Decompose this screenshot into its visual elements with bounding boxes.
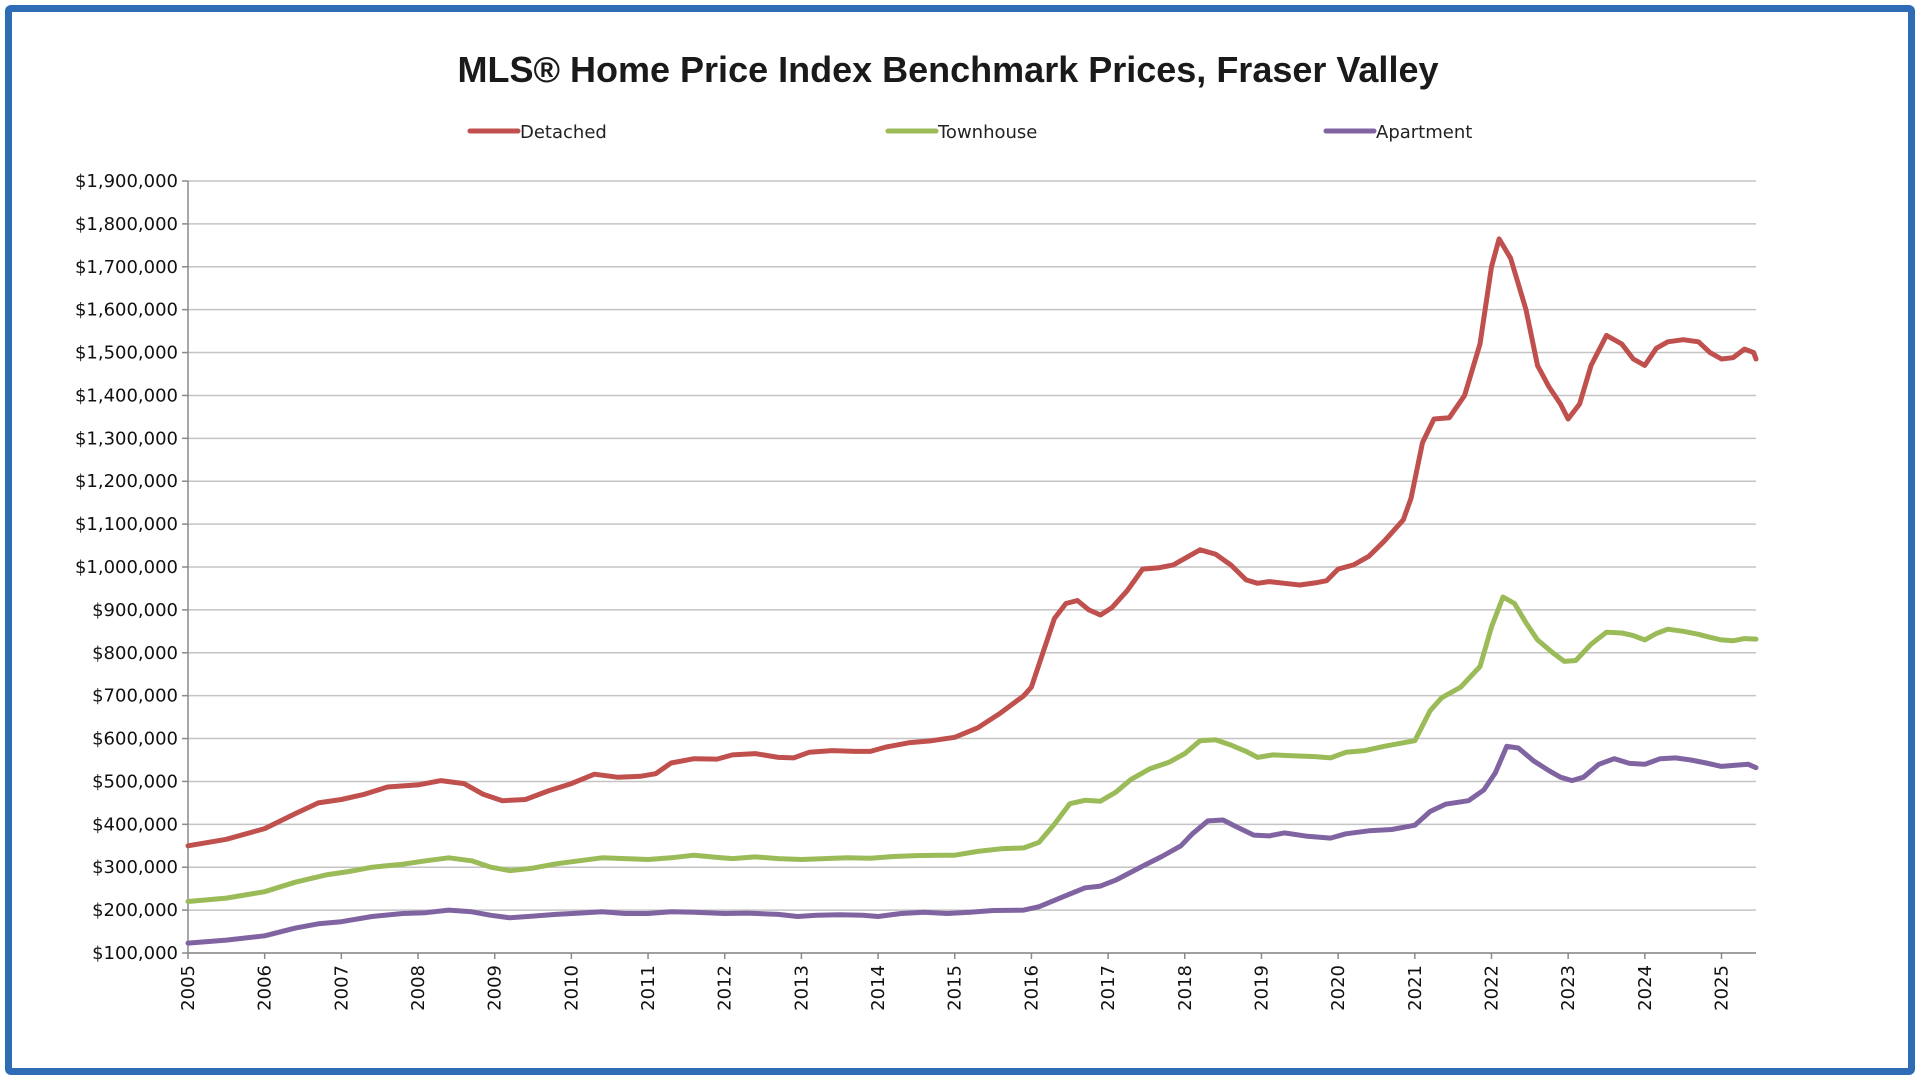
x-tick-label: 2006 [255, 965, 276, 1011]
x-tick-label: 2025 [1711, 965, 1732, 1011]
x-tick-label: 2019 [1251, 965, 1272, 1011]
y-tick-label: $900,000 [92, 600, 178, 621]
series-lines [185, 236, 1759, 946]
x-tick-label: 2020 [1328, 965, 1349, 1011]
x-tick-label: 2012 [715, 965, 736, 1011]
y-tick-label: $1,300,000 [75, 428, 178, 449]
x-tick-label: 2014 [868, 965, 889, 1011]
y-tick-label: $600,000 [92, 729, 178, 750]
y-tick-label: $1,200,000 [75, 471, 178, 492]
x-tick-label: 2016 [1021, 965, 1042, 1011]
y-tick-label: $400,000 [92, 814, 178, 835]
x-tick-label: 2021 [1405, 965, 1426, 1011]
x-tick-label: 2010 [561, 965, 582, 1011]
x-tick-label: 2023 [1558, 965, 1579, 1011]
legend-label: Detached [520, 122, 607, 143]
x-tick-label: 2018 [1175, 965, 1196, 1011]
x-tick-label: 2011 [638, 965, 659, 1011]
y-tick-label: $200,000 [92, 900, 178, 921]
x-tick-label: 2005 [178, 965, 199, 1011]
y-tick-label: $1,600,000 [75, 300, 178, 321]
series-line-townhouse [185, 594, 1759, 904]
y-tick-label: $1,500,000 [75, 343, 178, 364]
y-tick-label: $1,400,000 [75, 385, 178, 406]
x-tick-label: 2009 [485, 965, 506, 1011]
x-axis-ticks: 2005 2006 2007 2008 2009 2010 2011 2012 2013 2014… [178, 953, 1732, 1011]
y-tick-label: $1,900,000 [75, 171, 178, 192]
x-tick-label: 2008 [408, 965, 429, 1011]
x-tick-label: 2022 [1481, 965, 1502, 1011]
legend-label: Apartment [1376, 122, 1472, 143]
grid-lines [187, 180, 1756, 954]
y-tick-label: $700,000 [92, 686, 178, 707]
chart-frame [5, 5, 1915, 1075]
y-tick-label: $1,100,000 [75, 514, 178, 535]
y-axis-ticks: $100,000 $200,000 $300,000 $400,000 $500,000… [75, 171, 188, 964]
y-tick-label: $1,800,000 [75, 214, 178, 235]
x-tick-label: 2013 [791, 965, 812, 1011]
y-tick-label: $800,000 [92, 643, 178, 664]
x-tick-label: 2017 [1098, 965, 1119, 1011]
y-tick-label: $1,700,000 [75, 257, 178, 278]
chart-title: MLS® Home Price Index Benchmark Prices, … [458, 49, 1439, 90]
x-tick-label: 2007 [331, 965, 352, 1011]
x-tick-label: 2015 [945, 965, 966, 1011]
legend-label: Townhouse [937, 122, 1037, 143]
series-line-detached [185, 236, 1759, 849]
legend: Detached Townhouse Apartment [467, 122, 1472, 143]
y-tick-label: $1,000,000 [75, 557, 178, 578]
y-tick-label: $500,000 [92, 771, 178, 792]
y-tick-label: $300,000 [92, 857, 178, 878]
series-line-apartment [185, 743, 1759, 946]
y-tick-label: $100,000 [92, 943, 178, 964]
x-tick-label: 2024 [1635, 965, 1656, 1011]
